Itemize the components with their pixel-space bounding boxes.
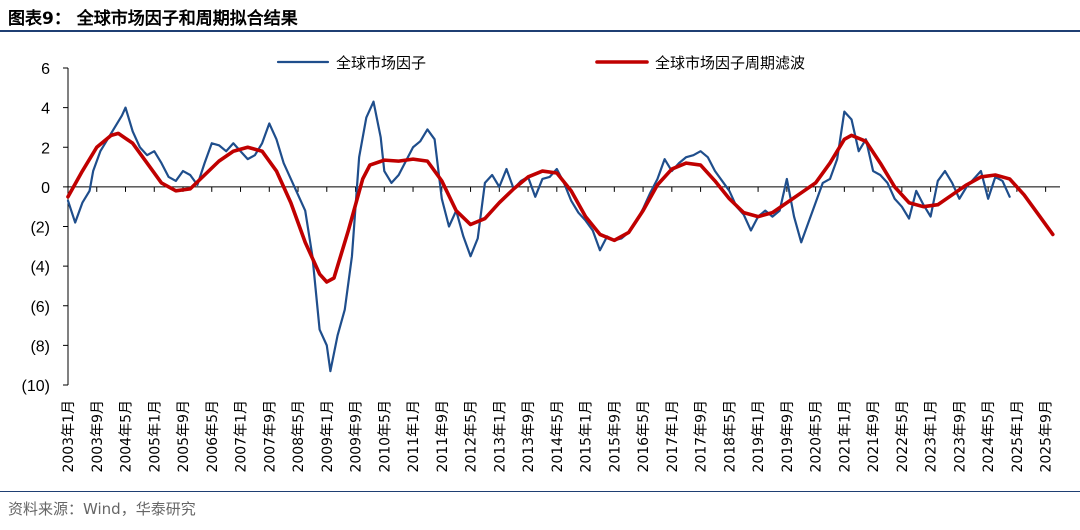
x-tick-label: 2008年5月 bbox=[291, 400, 307, 473]
x-tick-label: 2005年1月 bbox=[147, 400, 163, 473]
x-tick-label: 2022年5月 bbox=[895, 400, 911, 473]
x-tick-label: 2016年5月 bbox=[636, 400, 652, 473]
chart-area: 6 4 2 0 (2) (4) (6) (8) (10) 2003年1月 2003年9月 2004年… bbox=[22, 54, 1060, 473]
x-tick-label: 2011年1月 bbox=[406, 400, 422, 473]
x-tick-label: 2009年1月 bbox=[320, 400, 336, 473]
x-tick-label: 2021年1月 bbox=[837, 400, 853, 473]
figure-title: 图表9： 全球市场因子和周期拟合结果 bbox=[8, 9, 298, 29]
x-tick-label: 2019年1月 bbox=[751, 400, 767, 473]
title-divider bbox=[0, 30, 1080, 32]
x-tick-label: 2024年5月 bbox=[981, 400, 997, 473]
x-tick-label: 2017年9月 bbox=[694, 400, 710, 473]
source-divider bbox=[0, 491, 1080, 492]
x-tick-label: 2021年9月 bbox=[866, 400, 882, 473]
legend-label-1: 全球市场因子 bbox=[336, 54, 426, 72]
x-tick-label: 2023年9月 bbox=[952, 400, 968, 473]
x-tick-label: 2015年9月 bbox=[607, 400, 623, 473]
x-tick-label: 2017年1月 bbox=[665, 400, 681, 473]
x-tick-label: 2003年9月 bbox=[90, 400, 106, 473]
x-tick-label: 2025年9月 bbox=[1039, 400, 1055, 473]
x-axis: 2003年1月 2003年9月 2004年5月 2005年1月 2005年9月 2006年… bbox=[61, 186, 1060, 473]
x-tick-label: 2018年5月 bbox=[722, 400, 738, 473]
x-tick-label: 2007年9月 bbox=[262, 400, 278, 473]
x-tick-label: 2012年5月 bbox=[464, 400, 480, 473]
legend-label-2: 全球市场因子周期滤波 bbox=[655, 54, 805, 72]
x-tick-label: 2003年1月 bbox=[61, 400, 77, 473]
y-tick-label: 4 bbox=[41, 101, 50, 118]
x-tick-label: 2007年1月 bbox=[234, 400, 250, 473]
x-tick-label: 2013年1月 bbox=[492, 400, 508, 473]
series-line-2 bbox=[66, 131, 1055, 284]
y-tick-label: (6) bbox=[30, 299, 50, 316]
x-tick-label: 2006年5月 bbox=[205, 400, 221, 473]
x-tick-label: 2015年1月 bbox=[579, 400, 595, 473]
series-layer bbox=[66, 100, 1055, 373]
legend: 全球市场因子 全球市场因子周期滤波 bbox=[276, 54, 805, 72]
x-tick-label: 2009年9月 bbox=[349, 400, 365, 473]
x-tick-label: 2013年9月 bbox=[521, 400, 537, 473]
source-note: 资料来源：Wind，华泰研究 bbox=[8, 500, 196, 518]
y-tick-label: 2 bbox=[41, 140, 50, 157]
x-tick-label: 2004年5月 bbox=[119, 400, 135, 473]
x-tick-label: 2020年5月 bbox=[809, 400, 825, 473]
x-tick-label: 2010年5月 bbox=[377, 400, 393, 473]
y-tick-label: (4) bbox=[30, 259, 50, 276]
y-tick-label: 6 bbox=[41, 61, 50, 78]
x-tick-label: 2023年1月 bbox=[924, 400, 940, 473]
y-tick-label: (10) bbox=[22, 378, 50, 395]
x-tick-label: 2019年9月 bbox=[780, 400, 796, 473]
y-tick-label: (2) bbox=[30, 220, 50, 237]
series-line-1 bbox=[66, 100, 1011, 373]
y-axis: 6 4 2 0 (2) (4) (6) (8) (10) bbox=[22, 61, 69, 395]
y-tick-label: 0 bbox=[41, 180, 50, 197]
x-tick-label: 2011年9月 bbox=[435, 400, 451, 473]
y-tick-label: (8) bbox=[30, 338, 50, 355]
x-tick-label: 2014年5月 bbox=[550, 400, 566, 473]
x-tick-label: 2025年1月 bbox=[1010, 400, 1026, 473]
x-tick-label: 2005年9月 bbox=[176, 400, 192, 473]
